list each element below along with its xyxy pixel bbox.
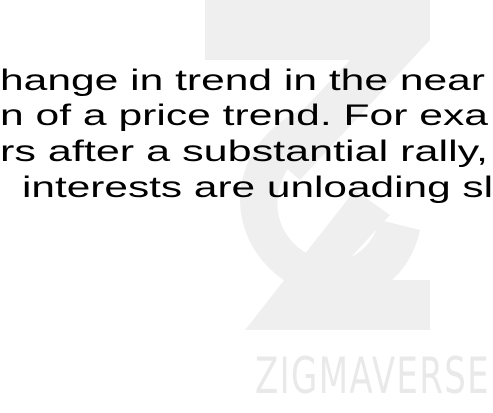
text-line: n of a price trend. For exa	[0, 99, 488, 132]
text-line: hange in trend in the near	[0, 64, 485, 97]
logo-shape	[205, 0, 430, 180]
text-line: interests are unloading sl	[22, 171, 493, 204]
logo-shape	[245, 190, 430, 330]
watermark-logo	[205, 0, 430, 330]
logo-shape	[240, 110, 420, 301]
text-line: rs after a substantial rally,	[0, 135, 488, 168]
watermark-text: ZIGMAVERSE	[255, 347, 490, 405]
